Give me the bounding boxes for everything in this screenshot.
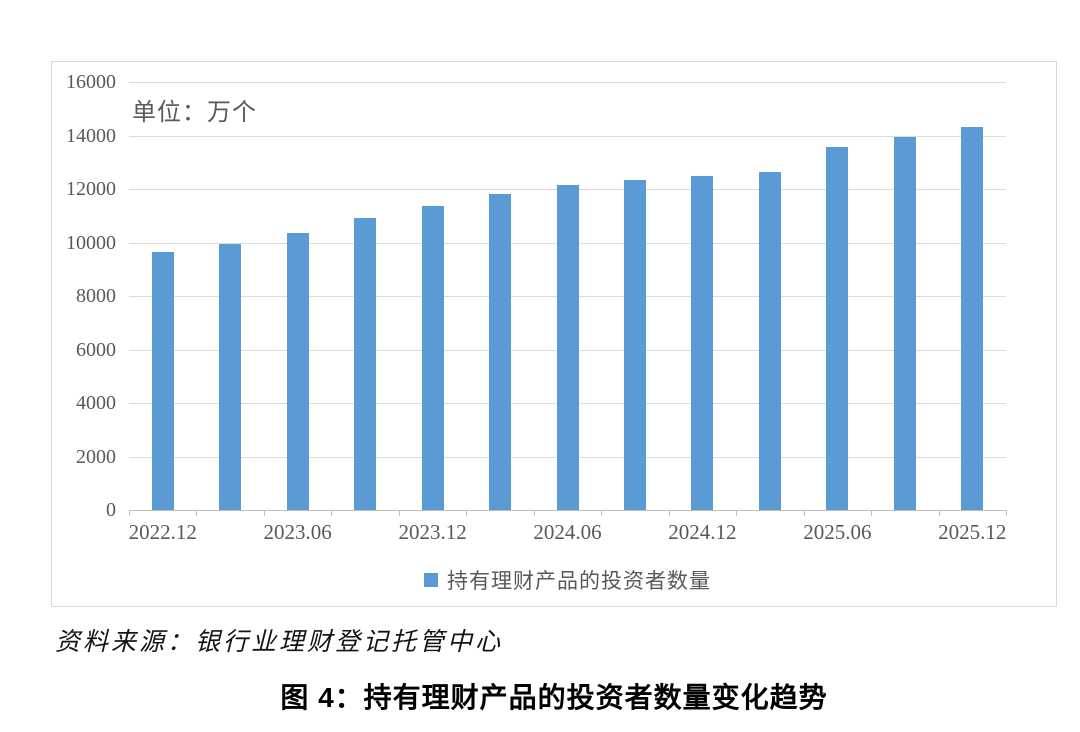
x-axis-tick-mark <box>331 510 333 516</box>
bar-2024.09 <box>623 179 646 510</box>
x-axis-tick-mark <box>263 510 265 516</box>
y-axis-tick-label-10000: 10000 <box>66 231 116 254</box>
x-axis-tick-mark <box>736 510 738 516</box>
y-axis-tick-label-4000: 4000 <box>76 392 116 414</box>
y-axis-tick-label-16000: 16000 <box>66 71 116 93</box>
x-axis-tick-label-2022.12: 2022.12 <box>128 520 197 544</box>
y-axis-tick-label-8000: 8000 <box>76 285 116 307</box>
x-axis-tick-label-2024.12: 2024.12 <box>668 520 737 544</box>
y-axis-tick-label-14000: 14000 <box>66 124 116 147</box>
bar-2024.06 <box>556 185 579 510</box>
x-axis-tick-label-2025.06: 2025.06 <box>803 520 872 544</box>
x-axis-tick-label-2024.06: 2024.06 <box>533 520 602 544</box>
bar-2025.12 <box>961 126 984 510</box>
bar-2024.03 <box>489 193 512 510</box>
bar-chart-plot-area <box>129 82 1006 511</box>
bar-2025.03 <box>758 172 781 510</box>
bar-2022.12 <box>151 251 174 510</box>
bar-2024.12 <box>691 175 714 510</box>
gridline-y-16000 <box>129 82 1006 83</box>
source-note: 资料来源：银行业理财登记托管中心 <box>55 629 504 656</box>
bar-2025.06 <box>826 147 849 510</box>
bar-2023.06 <box>286 233 309 510</box>
x-axis-tick-label-2025.12: 2025.12 <box>938 520 1007 544</box>
chart-legend: 持有理财产品的投资者数量 <box>129 565 1006 595</box>
x-axis-tick-mark <box>129 510 130 516</box>
x-axis-tick-mark <box>871 510 873 516</box>
x-axis-tick-mark <box>398 510 400 516</box>
bar-2023.03 <box>219 244 242 510</box>
bar-2023.12 <box>421 205 444 510</box>
bar-2023.09 <box>354 217 377 510</box>
x-axis-tick-mark <box>196 510 198 516</box>
bar-2025.09 <box>893 137 916 510</box>
x-axis-tick-mark <box>466 510 468 516</box>
y-axis-tick-label-12000: 12000 <box>66 178 116 200</box>
x-axis-tick-mark <box>601 510 603 516</box>
y-axis-tick-label-6000: 6000 <box>76 338 116 361</box>
x-axis-tick-mark <box>668 510 670 516</box>
chart-frame: 单位：万个 持有理财产品的投资者数量 0 2000 4000 6000 8000 1000… <box>51 61 1057 607</box>
x-axis-tick-label-2023.12: 2023.12 <box>398 520 467 544</box>
y-axis-tick-label-2000: 2000 <box>76 445 116 468</box>
gridline-y-14000 <box>129 135 1006 137</box>
x-axis-tick-mark <box>533 510 535 516</box>
figure-caption: 图 4：持有理财产品的投资者数量变化趋势 <box>280 682 828 713</box>
legend-color-swatch-icon <box>424 573 438 587</box>
x-axis-line <box>129 510 1006 511</box>
x-axis-tick-label-2023.06: 2023.06 <box>263 520 332 544</box>
x-axis-tick-mark <box>1006 510 1007 516</box>
y-axis-tick-label-0: 0 <box>106 499 116 521</box>
x-axis-tick-mark <box>803 510 805 516</box>
chart-unit-label: 单位：万个 <box>132 100 257 126</box>
legend-label: 持有理财产品的投资者数量 <box>447 569 711 593</box>
x-axis-tick-mark <box>938 510 940 516</box>
